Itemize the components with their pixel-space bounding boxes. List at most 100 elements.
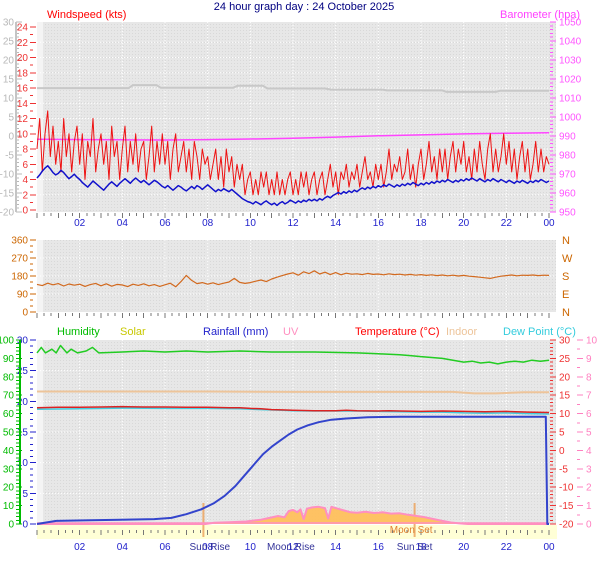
solar-area: [37, 506, 549, 524]
svg-text:20: 20: [559, 372, 571, 383]
temp-axis: -20 -15 -10 -5 0 5 10 15 20 25 30: [550, 336, 574, 531]
svg-text:7: 7: [586, 391, 592, 402]
svg-text:20: 20: [3, 483, 15, 494]
svg-text:8: 8: [586, 372, 592, 383]
direction-series: [36, 270, 550, 288]
annotation-sun-set: Sun Set: [397, 542, 433, 553]
wind-average-series: [36, 165, 550, 207]
legend-solar: Solar: [120, 326, 146, 338]
rain-axis: 0 5 10 15 20 25 30: [17, 336, 36, 531]
svg-text:970: 970: [559, 170, 576, 181]
annotation-moon-rise: Moon Rise: [267, 542, 315, 553]
svg-text:-5: -5: [5, 151, 14, 162]
indoor-temperature-series: [37, 390, 549, 395]
legend-indoor: Indoor: [446, 326, 478, 338]
svg-text:20: 20: [17, 53, 29, 64]
legend-humidity: Humidity: [57, 326, 100, 338]
temperature-series: [36, 405, 550, 414]
svg-text:1030: 1030: [559, 56, 582, 67]
uv-series: [37, 505, 549, 525]
svg-text:15: 15: [559, 391, 571, 402]
svg-text:-15: -15: [559, 501, 574, 512]
wind-gust-series: [36, 110, 550, 196]
windspeed-axis-title: Windspeed (kts): [47, 9, 127, 21]
svg-text:4: 4: [586, 446, 592, 457]
svg-text:70: 70: [3, 391, 15, 402]
svg-text:E: E: [562, 289, 569, 301]
svg-text:22: 22: [501, 542, 513, 553]
svg-text:10: 10: [3, 501, 15, 512]
svg-text:S: S: [562, 271, 569, 283]
svg-text:08: 08: [202, 542, 214, 553]
svg-text:950: 950: [559, 208, 576, 219]
svg-text:9: 9: [586, 354, 592, 365]
svg-text:0: 0: [8, 132, 14, 143]
svg-text:22: 22: [501, 218, 513, 229]
svg-text:360: 360: [11, 236, 28, 247]
svg-text:15: 15: [3, 75, 15, 86]
svg-text:-20: -20: [559, 520, 574, 531]
rainfall-cumulative-series: [36, 415, 549, 525]
barometer-axis-title: Barometer (hpa): [500, 9, 581, 21]
svg-text:0: 0: [559, 446, 565, 457]
svg-text:18: 18: [17, 68, 29, 79]
svg-text:1000: 1000: [559, 113, 582, 124]
svg-text:8: 8: [22, 145, 28, 156]
svg-text:100: 100: [0, 336, 14, 347]
svg-text:20: 20: [458, 218, 470, 229]
svg-text:1: 1: [586, 501, 592, 512]
svg-text:04: 04: [117, 542, 129, 553]
svg-text:60: 60: [3, 409, 15, 420]
svg-text:1020: 1020: [559, 75, 582, 86]
svg-text:1050: 1050: [559, 18, 582, 29]
barometer-series: [36, 132, 550, 141]
svg-text:25: 25: [3, 37, 15, 48]
svg-text:5: 5: [22, 489, 28, 500]
svg-text:18: 18: [415, 218, 427, 229]
svg-text:-5: -5: [559, 464, 568, 475]
svg-text:3: 3: [586, 464, 592, 475]
svg-text:06: 06: [159, 218, 171, 229]
svg-text:-15: -15: [0, 189, 14, 200]
svg-text:16: 16: [17, 84, 29, 95]
svg-text:02: 02: [74, 542, 86, 553]
svg-text:5: 5: [586, 428, 592, 439]
svg-text:30: 30: [559, 336, 571, 347]
svg-text:30: 30: [3, 18, 15, 29]
svg-text:20: 20: [3, 56, 15, 67]
svg-text:1010: 1010: [559, 94, 582, 105]
svg-text:5: 5: [8, 113, 14, 124]
legend-rainfall-mm: Rainfall (mm): [203, 326, 269, 338]
svg-text:80: 80: [3, 372, 15, 383]
svg-text:16: 16: [373, 218, 385, 229]
svg-text:00: 00: [543, 218, 555, 229]
svg-text:W: W: [562, 253, 573, 265]
svg-text:10: 10: [245, 218, 257, 229]
svg-text:10: 10: [586, 336, 598, 347]
svg-text:0: 0: [586, 520, 592, 531]
svg-text:270: 270: [11, 254, 28, 265]
svg-text:16: 16: [373, 542, 385, 553]
svg-text:2: 2: [22, 190, 28, 201]
svg-text:02: 02: [74, 218, 86, 229]
svg-text:4: 4: [22, 175, 28, 186]
svg-text:08: 08: [202, 218, 214, 229]
svg-text:12: 12: [287, 218, 299, 229]
x-axis-strip: [36, 313, 550, 318]
svg-text:04: 04: [117, 218, 129, 229]
svg-text:50: 50: [3, 428, 15, 439]
svg-text:960: 960: [559, 189, 576, 200]
svg-text:0: 0: [22, 308, 28, 319]
svg-text:N: N: [562, 307, 570, 319]
svg-text:14: 14: [17, 99, 29, 110]
svg-text:24: 24: [17, 23, 29, 34]
svg-text:990: 990: [559, 132, 576, 143]
legend-dew-point-c: Dew Point (°C): [503, 326, 576, 338]
svg-text:14: 14: [330, 218, 342, 229]
svg-text:25: 25: [17, 366, 29, 377]
svg-text:18: 18: [415, 542, 427, 553]
